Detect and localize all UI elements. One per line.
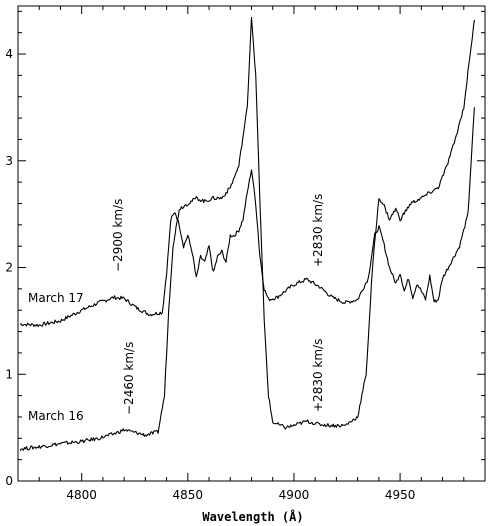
series-label-march16: March 16	[28, 409, 84, 423]
x-tick-label: 4900	[279, 488, 310, 502]
velocity-label-march16-right: +2830 km/s	[311, 339, 325, 412]
x-tick-label: 4800	[66, 488, 97, 502]
x-tick-label: 4850	[173, 488, 204, 502]
velocity-label-march16-left: −2460 km/s	[122, 342, 136, 415]
y-tick-label: 3	[5, 154, 13, 168]
series-line-march-16	[19, 16, 475, 452]
velocity-label-march17-right: +2830 km/s	[311, 194, 325, 267]
series-group	[19, 16, 475, 452]
y-tick-label: 2	[5, 261, 13, 275]
x-tick-label: 4950	[385, 488, 416, 502]
y-tick-label: 1	[5, 367, 13, 381]
x-axis-label: Wavelength (Å)	[202, 509, 303, 524]
y-tick-label: 0	[5, 474, 13, 488]
velocity-label-march17-left: −2900 km/s	[111, 199, 125, 272]
axis-ticks: 4800 4850 4900 4950 0 1 2 3 4	[5, 6, 485, 502]
plot-frame	[17, 5, 486, 482]
series-line-march-17	[20, 107, 475, 327]
series-label-march17: March 17	[28, 291, 84, 305]
y-tick-label: 4	[5, 47, 13, 61]
